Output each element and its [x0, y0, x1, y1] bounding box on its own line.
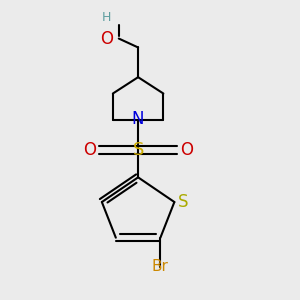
Text: Br: Br	[152, 259, 169, 274]
Text: O: O	[100, 29, 113, 47]
Text: O: O	[180, 141, 193, 159]
Text: O: O	[83, 141, 96, 159]
Text: N: N	[132, 110, 144, 128]
Text: S: S	[178, 193, 188, 211]
Text: S: S	[132, 141, 144, 159]
Text: H: H	[102, 11, 111, 24]
